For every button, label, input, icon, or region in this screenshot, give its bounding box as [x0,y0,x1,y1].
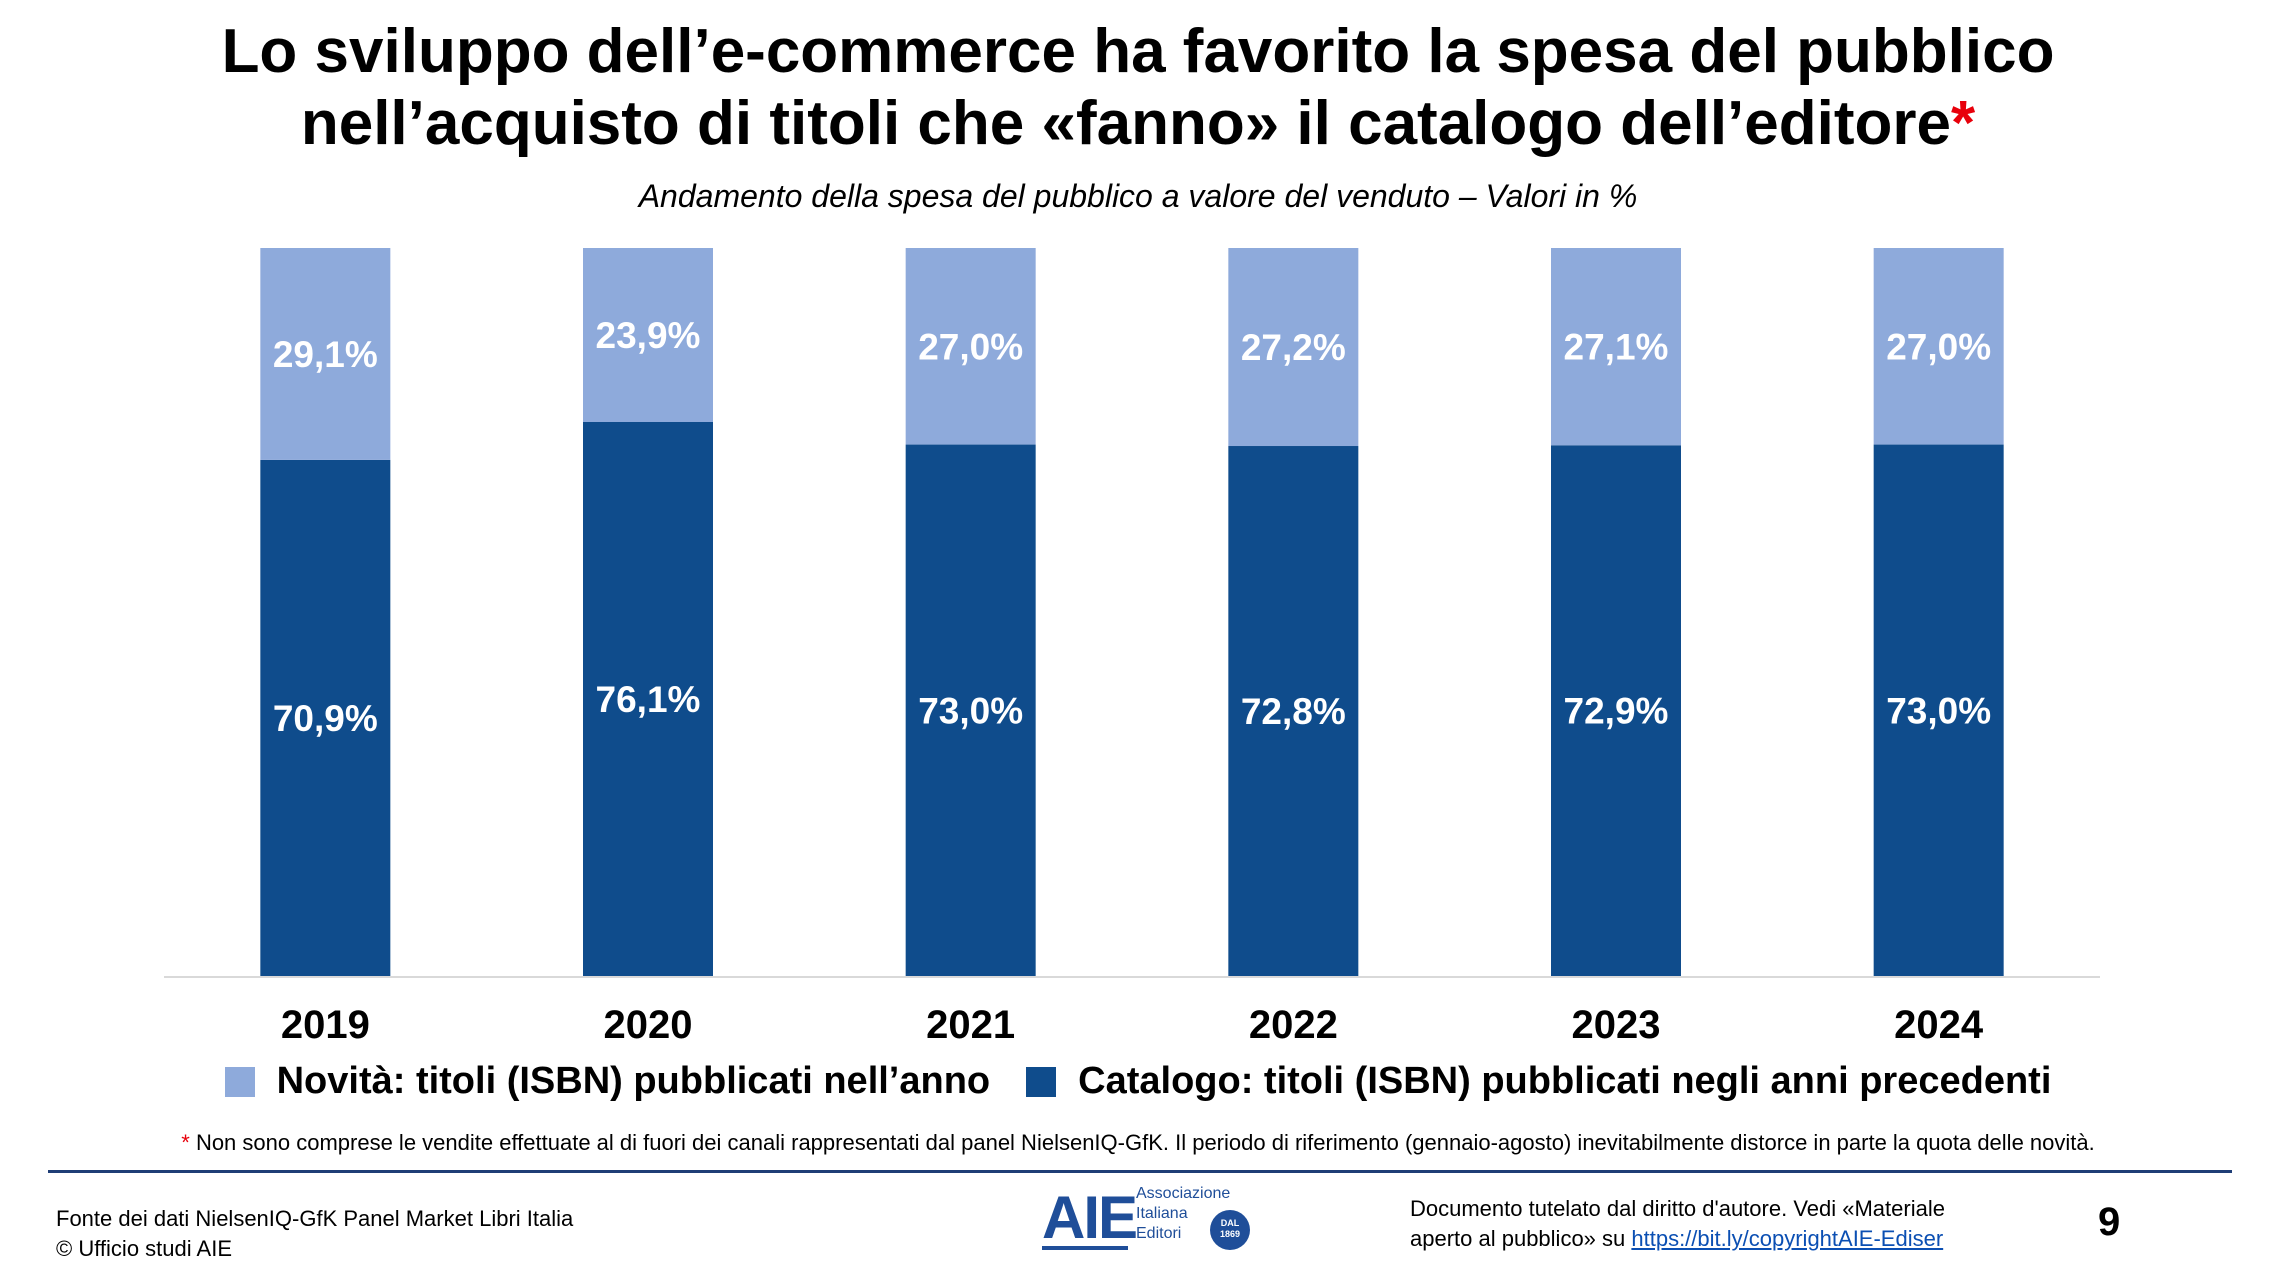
title-asterisk: * [1951,89,1976,158]
logo-caption-line-2: Italiana [1136,1205,1188,1222]
x-tick-label-2023: 2023 [1572,1003,1661,1040]
legend-swatch-catalogo [1026,1066,1057,1097]
x-tick-label-2022: 2022 [1249,1003,1338,1040]
bar-catalogo-2022 [1228,446,1359,976]
logo-caption-line-1: Associazione [1136,1185,1231,1202]
bar-novita-2019 [260,248,391,460]
x-tick-label-2019: 2019 [281,1003,370,1040]
legend-item-novita: Novità: titoli (ISBN) pubblicati nell’an… [224,1060,991,1103]
stacked-bar-chart: 70,9% 29,1% 2019 76,1% 23,9% 2020 73,0% 27,0% 20… [164,248,2100,1040]
data-label-novita-2022: 27,2% [1241,327,1346,368]
logo-wordmark: AIE [1042,1184,1138,1251]
data-label-novita-2019: 29,1% [273,334,378,375]
data-label-catalogo-2022: 72,8% [1241,691,1346,732]
footnote-asterisk: * [181,1130,190,1155]
legend-swatch-novita [224,1066,255,1097]
bar-novita-2022 [1228,248,1359,447]
data-label-catalogo-2020: 76,1% [596,679,701,720]
chart-subtitle: Andamento della spesa del pubblico a val… [638,178,1638,214]
data-label-catalogo-2023: 72,9% [1564,691,1669,732]
footer-divider [48,1170,2232,1173]
legend-item-catalogo: Catalogo: titoli (ISBN) pubblicati negli… [1026,1060,2051,1103]
logo-caption: Associazione Italiana Editori [1136,1184,1230,1244]
bar-novita-2023 [1551,248,1681,446]
aie-logo: AIE Associazione Italiana Editori DAL 18… [1042,1184,1252,1254]
bar-novita-2024 [1873,248,2004,445]
data-label-novita-2024: 27,0% [1886,326,1991,367]
bar-catalogo-2019 [260,459,391,976]
data-label-novita-2021: 27,0% [918,326,1023,367]
source-note: Fonte dei dati NielsenIQ-GfK Panel Marke… [56,1204,573,1264]
bar-catalogo-2023 [1551,445,1681,977]
data-label-catalogo-2019: 70,9% [273,698,378,739]
data-label-catalogo-2024: 73,0% [1886,690,1991,731]
copyright-line-2: aperto al pubblico» su https://bit.ly/co… [1410,1224,1945,1254]
x-tick-label-2024: 2024 [1894,1003,1984,1040]
copyright-link[interactable]: https://bit.ly/copyrightAIE-Ediser [1631,1226,1944,1251]
source-line-2: © Ufficio studi AIE [56,1236,232,1261]
slide-title: Lo sviluppo dell’e-commerce ha favorito … [0,16,2276,160]
bar-catalogo-2024 [1873,444,2004,976]
legend-label-catalogo: Catalogo: titoli (ISBN) pubblicati negli… [1078,1060,2052,1102]
chart-legend: Novità: titoli (ISBN) pubblicati nell’an… [0,1060,2276,1103]
data-label-novita-2020: 23,9% [596,315,701,356]
logo-badge-top: DAL [1220,1218,1240,1228]
title-line-2: nell’acquisto di titoli che «fanno» il c… [300,89,1951,158]
data-label-novita-2023: 27,1% [1564,327,1669,368]
footnote-text: Non sono comprese le vendite effettuate … [195,1130,2095,1155]
bar-catalogo-2021 [905,444,1036,976]
logo-caption-line-3: Editori [1136,1225,1182,1242]
logo-badge: DAL 1869 [1210,1210,1250,1250]
bar-novita-2020 [583,248,713,422]
title-line-1: Lo sviluppo dell’e-commerce ha favorito … [221,17,2055,86]
logo-badge-year: 1869 [1219,1229,1241,1239]
bar-novita-2021 [905,248,1036,445]
x-tick-label-2021: 2021 [926,1003,1015,1040]
source-line-1: Fonte dei dati NielsenIQ-GfK Panel Marke… [56,1206,574,1231]
legend-label-novita: Novità: titoli (ISBN) pubblicati nell’an… [276,1060,991,1102]
data-label-catalogo-2021: 73,0% [918,690,1023,731]
copyright-prefix: aperto al pubblico» su [1410,1226,1632,1251]
x-tick-label-2020: 2020 [604,1003,693,1040]
footnote: * Non sono comprese le vendite effettuat… [0,1128,2276,1158]
page-number: 9 [2098,1200,2121,1244]
bar-catalogo-2020 [583,421,713,976]
copyright-note: Documento tutelato dal diritto d'autore.… [1410,1194,1945,1254]
copyright-line-1: Documento tutelato dal diritto d'autore.… [1410,1196,1945,1221]
logo-underline [1042,1246,1128,1250]
